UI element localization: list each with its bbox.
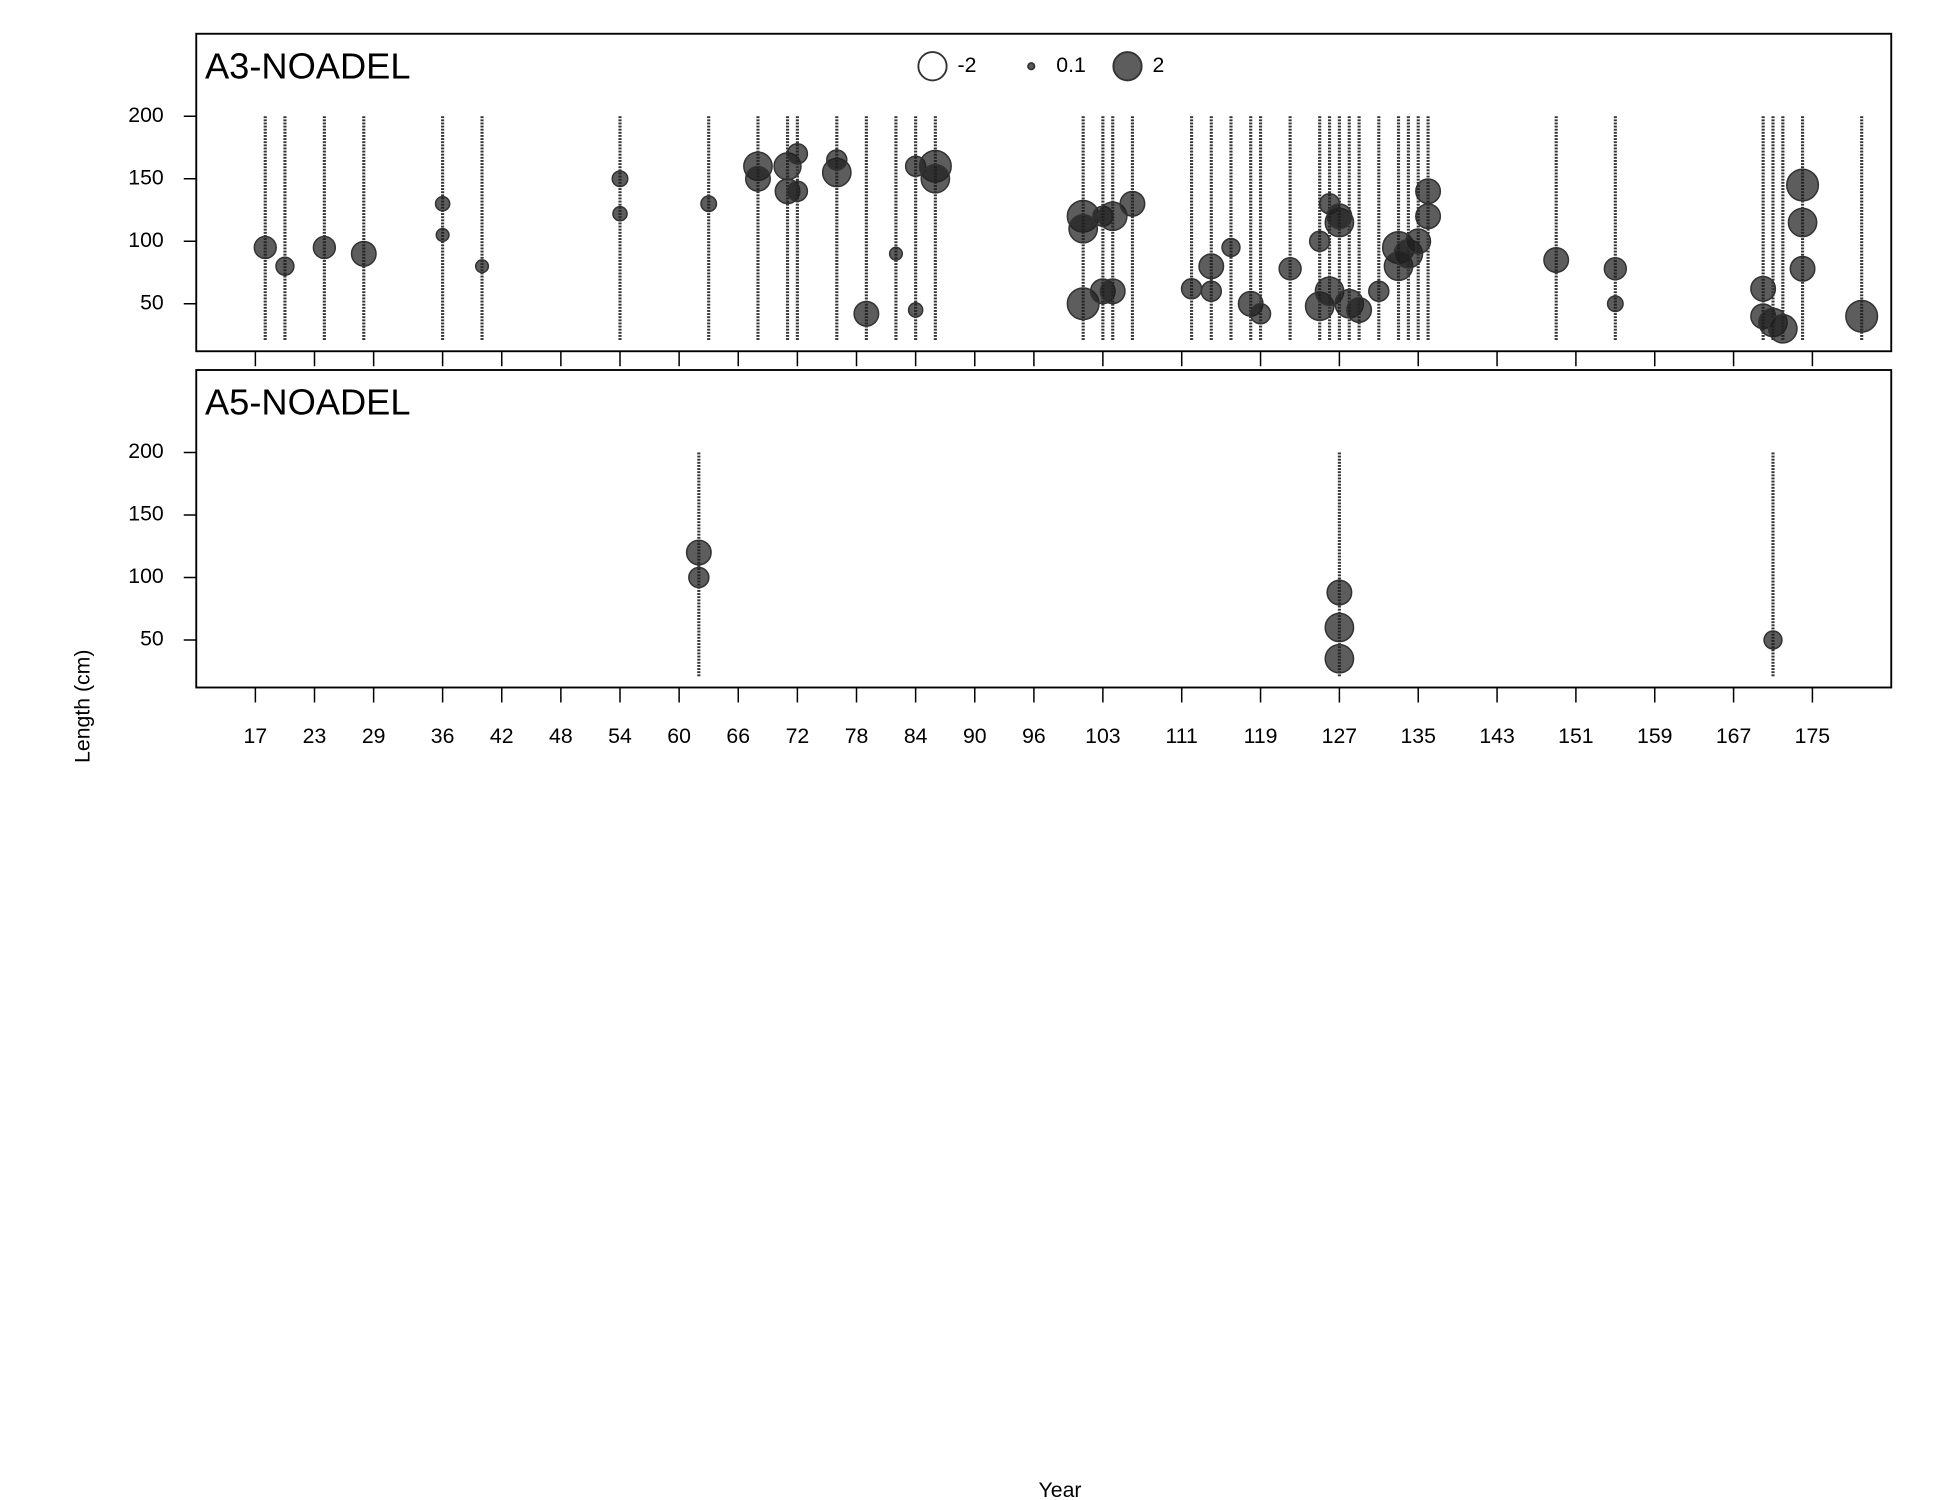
residual-bubble bbox=[1249, 303, 1272, 325]
residual-bubble bbox=[1415, 203, 1442, 230]
y-tick-label: 100 bbox=[128, 228, 163, 252]
residual-bubble bbox=[1198, 253, 1225, 280]
residual-bubble bbox=[1789, 255, 1816, 282]
panel-frame bbox=[195, 32, 1893, 353]
residual-bubble bbox=[1368, 280, 1390, 302]
residual-bubble bbox=[350, 240, 377, 267]
residual-bubble bbox=[744, 165, 771, 192]
residual-bubble bbox=[1845, 299, 1879, 333]
residual-bubble bbox=[700, 195, 718, 213]
residual-bubble bbox=[1603, 257, 1628, 281]
x-tick-label: 78 bbox=[845, 724, 869, 748]
residual-bubble bbox=[312, 235, 337, 260]
residual-bubble bbox=[1763, 630, 1783, 650]
y-tick-label: 100 bbox=[128, 564, 163, 588]
residual-bubble bbox=[1308, 230, 1331, 252]
residual-bubble bbox=[920, 163, 951, 194]
residual-bubble bbox=[853, 300, 880, 327]
panel-title: A3-NOADEL bbox=[205, 45, 410, 86]
residual-bubble bbox=[275, 256, 295, 276]
x-tick-label: 159 bbox=[1637, 724, 1672, 748]
y-axis-label: Length (cm) bbox=[70, 650, 94, 763]
plot-area: Year Length (cm) A3-NOADEL 50 100 150 200 A5-… bbox=[70, 32, 1893, 1500]
x-tick-label: 48 bbox=[549, 724, 573, 748]
residual-bubble bbox=[1750, 275, 1777, 302]
residual-bubble bbox=[1326, 579, 1353, 606]
x-tick-label: 72 bbox=[786, 724, 810, 748]
residual-bubble bbox=[435, 227, 450, 243]
y-tick-label: 50 bbox=[140, 290, 164, 314]
legend-bubble bbox=[1112, 51, 1143, 82]
panel-title: A5-NOADEL bbox=[205, 382, 410, 423]
residual-bubble bbox=[1180, 278, 1203, 300]
x-tick-label: 84 bbox=[904, 724, 928, 748]
residual-bubble bbox=[1606, 295, 1624, 313]
legend-bubble bbox=[1027, 62, 1036, 71]
legend-label: -2 bbox=[958, 53, 977, 77]
x-tick-label: 66 bbox=[726, 724, 750, 748]
x-tick-label: 143 bbox=[1479, 724, 1514, 748]
residual-bubble bbox=[1221, 237, 1241, 258]
residual-bubble bbox=[611, 170, 629, 188]
y-tick-label: 150 bbox=[128, 502, 163, 526]
residual-bubble bbox=[786, 143, 809, 165]
residual-bubble bbox=[888, 246, 904, 261]
x-tick-label: 111 bbox=[1166, 724, 1198, 748]
x-tick-label: 42 bbox=[490, 724, 514, 748]
residual-bubble bbox=[1324, 612, 1355, 643]
residual-bubble bbox=[1785, 168, 1820, 202]
residual-bubble bbox=[786, 180, 809, 202]
residual-bubble bbox=[1099, 278, 1126, 305]
x-tick-label: 135 bbox=[1400, 724, 1435, 748]
x-tick-label: 96 bbox=[1022, 724, 1046, 748]
residual-bubble bbox=[685, 539, 712, 566]
y-tick-label: 200 bbox=[128, 103, 163, 127]
legend-label: 2 bbox=[1153, 53, 1165, 77]
x-tick-label: 23 bbox=[303, 724, 327, 748]
residual-bubble bbox=[1278, 257, 1302, 281]
x-axis-label: Year bbox=[1039, 1478, 1082, 1500]
residual-bubble bbox=[826, 149, 848, 171]
residual-bubble bbox=[1326, 203, 1353, 230]
panel-frame bbox=[195, 369, 1893, 689]
legend-label: 0.1 bbox=[1056, 53, 1086, 77]
x-tick-label: 90 bbox=[963, 724, 987, 748]
residual-bubble bbox=[612, 205, 628, 222]
x-tick-label: 151 bbox=[1558, 724, 1593, 748]
residual-bubble bbox=[1324, 643, 1355, 674]
x-tick-label: 119 bbox=[1244, 724, 1278, 748]
residual-bubble bbox=[474, 259, 490, 274]
x-tick-label: 36 bbox=[431, 724, 455, 748]
residual-bubble bbox=[1767, 313, 1798, 344]
y-tick-label: 150 bbox=[128, 165, 163, 189]
legend-bubble bbox=[917, 51, 948, 82]
x-tick-label: 175 bbox=[1795, 724, 1830, 748]
residual-bubble bbox=[1068, 213, 1099, 244]
y-tick-label: 200 bbox=[128, 439, 163, 463]
x-tick-label: 54 bbox=[608, 724, 632, 748]
residual-bubble bbox=[1119, 190, 1146, 217]
residual-bubble bbox=[1097, 201, 1128, 232]
residual-bubble bbox=[1200, 280, 1223, 302]
residual-bubble bbox=[1415, 178, 1442, 205]
residual-bubble bbox=[1346, 297, 1373, 323]
x-tick-label: 103 bbox=[1085, 724, 1120, 748]
x-tick-label: 17 bbox=[244, 724, 268, 748]
x-tick-label: 167 bbox=[1716, 724, 1751, 748]
y-tick-label: 50 bbox=[140, 627, 164, 651]
residual-bubble bbox=[434, 195, 451, 212]
residual-bubble bbox=[1405, 228, 1432, 255]
residual-bubble bbox=[1543, 247, 1570, 273]
residual-bubble bbox=[1787, 207, 1818, 238]
x-tick-label: 127 bbox=[1322, 724, 1357, 748]
residual-bubble bbox=[688, 566, 710, 589]
residual-bubble bbox=[253, 235, 277, 260]
residual-bubble bbox=[907, 302, 924, 318]
x-tick-label: 29 bbox=[362, 724, 386, 748]
x-tick-label: 60 bbox=[667, 724, 691, 748]
